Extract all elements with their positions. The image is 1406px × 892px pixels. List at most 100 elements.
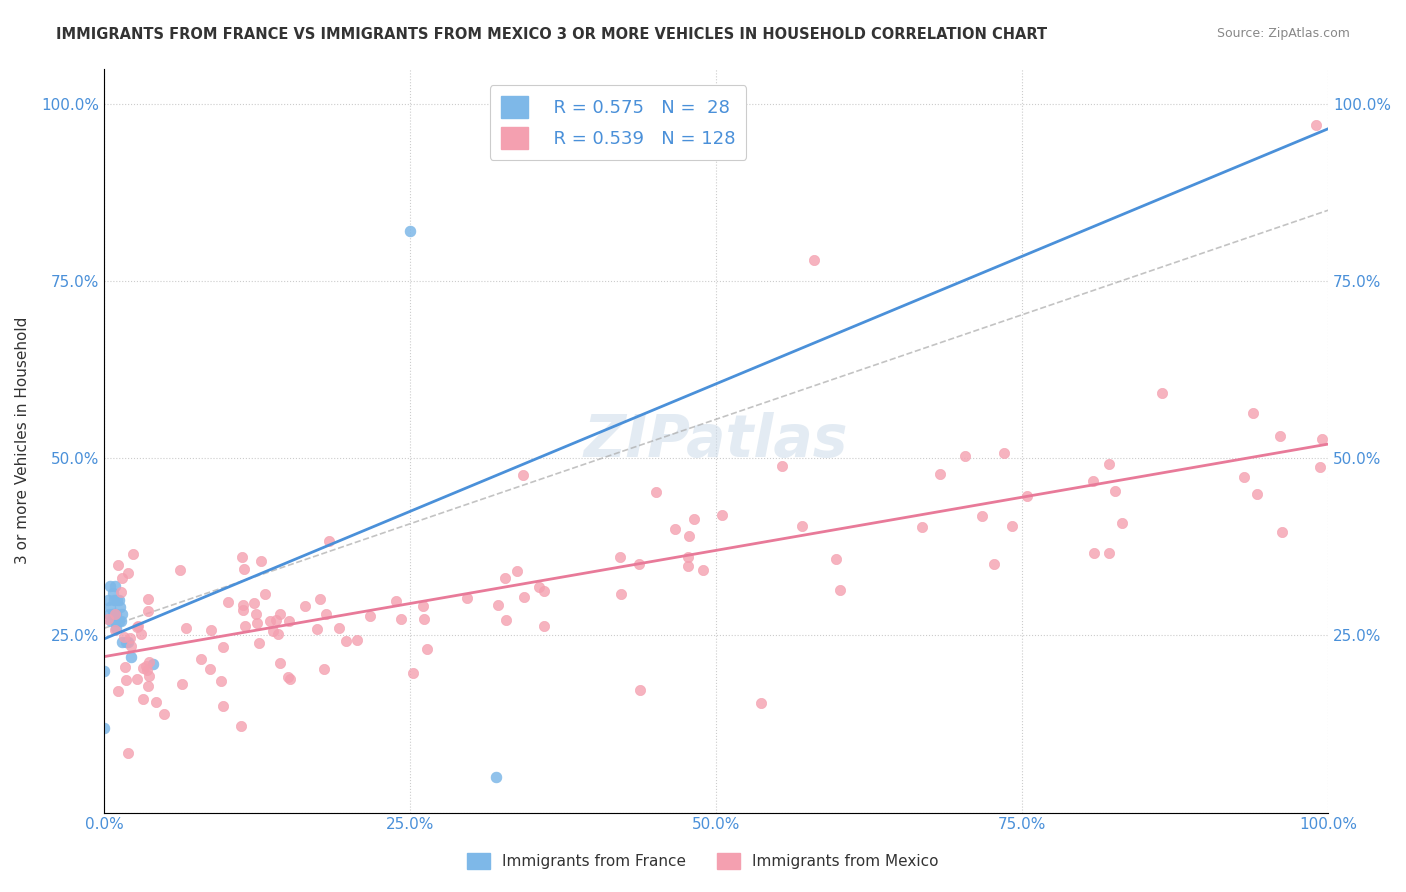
Point: [328, 621, 350, 635]
Point: [609, 550, 631, 565]
Point: [825, 552, 848, 566]
Point: [111, 607, 134, 621]
Point: [494, 571, 516, 585]
Point: [513, 590, 536, 604]
Point: [212, 698, 235, 713]
Point: [993, 446, 1015, 460]
Point: [138, 669, 160, 683]
Point: [415, 642, 437, 657]
Point: [232, 603, 254, 617]
Point: [264, 613, 287, 627]
Point: [1246, 487, 1268, 501]
Point: [676, 558, 699, 573]
Point: [277, 670, 299, 684]
Point: [122, 547, 145, 561]
Point: [790, 518, 813, 533]
Point: [107, 614, 129, 628]
Point: [529, 580, 551, 594]
Point: [1083, 546, 1105, 560]
Text: ZIPatlas: ZIPatlas: [583, 412, 848, 469]
Point: [278, 614, 301, 628]
Point: [198, 662, 221, 676]
Point: [98, 579, 121, 593]
Point: [749, 696, 772, 710]
Point: [93, 664, 115, 678]
Point: [803, 252, 825, 267]
Point: [115, 635, 138, 649]
Point: [533, 618, 555, 632]
Point: [104, 614, 127, 628]
Point: [107, 593, 129, 607]
Point: [111, 635, 134, 649]
Point: [389, 612, 412, 626]
Point: [1081, 475, 1104, 489]
Point: [97, 612, 120, 626]
Point: [247, 636, 270, 650]
Point: [125, 620, 148, 634]
Point: [1104, 483, 1126, 498]
Point: [506, 564, 529, 578]
Point: [384, 594, 406, 608]
Point: [412, 612, 434, 626]
Point: [1305, 118, 1327, 132]
Point: [1241, 406, 1264, 420]
Point: [135, 664, 157, 678]
Legend:   R = 0.575   N =  28,   R = 0.539   N = 128: R = 0.575 N = 28, R = 0.539 N = 128: [489, 85, 747, 160]
Point: [153, 707, 176, 722]
Point: [97, 593, 120, 607]
Point: [645, 484, 668, 499]
Point: [1015, 489, 1038, 503]
Point: [98, 600, 121, 615]
Point: [145, 695, 167, 709]
Point: [172, 677, 194, 691]
Point: [107, 593, 129, 607]
Point: [1309, 460, 1331, 475]
Point: [683, 512, 706, 526]
Point: [117, 746, 139, 760]
Point: [105, 607, 128, 621]
Point: [107, 558, 129, 572]
Point: [114, 659, 136, 673]
Point: [269, 607, 291, 621]
Point: [118, 632, 141, 646]
Point: [359, 608, 381, 623]
Text: IMMIGRANTS FROM FRANCE VS IMMIGRANTS FROM MEXICO 3 OR MORE VEHICLES IN HOUSEHOLD: IMMIGRANTS FROM FRANCE VS IMMIGRANTS FRO…: [56, 27, 1047, 42]
Point: [1001, 519, 1024, 533]
Point: [676, 549, 699, 564]
Point: [93, 721, 115, 735]
Point: [131, 660, 153, 674]
Point: [246, 615, 269, 630]
Point: [243, 596, 266, 610]
Point: [294, 599, 316, 614]
Point: [115, 673, 138, 687]
Point: [107, 683, 129, 698]
Point: [200, 623, 222, 637]
Point: [335, 634, 357, 648]
Point: [104, 607, 127, 622]
Point: [110, 585, 132, 599]
Point: [97, 607, 120, 621]
Point: [132, 692, 155, 706]
Point: [120, 649, 142, 664]
Point: [1271, 524, 1294, 539]
Point: [136, 680, 159, 694]
Point: [610, 587, 633, 601]
Point: [412, 599, 434, 613]
Point: [486, 598, 509, 612]
Point: [101, 586, 124, 600]
Point: [711, 508, 734, 523]
Point: [101, 607, 124, 621]
Point: [138, 655, 160, 669]
Point: [217, 595, 239, 609]
Point: [104, 579, 127, 593]
Point: [1312, 432, 1334, 446]
Point: [110, 614, 132, 628]
Point: [1111, 516, 1133, 530]
Point: [231, 550, 253, 565]
Point: [402, 666, 425, 681]
Point: [770, 459, 793, 474]
Point: [970, 509, 993, 524]
Point: [254, 587, 277, 601]
Point: [262, 624, 284, 638]
Point: [399, 225, 422, 239]
